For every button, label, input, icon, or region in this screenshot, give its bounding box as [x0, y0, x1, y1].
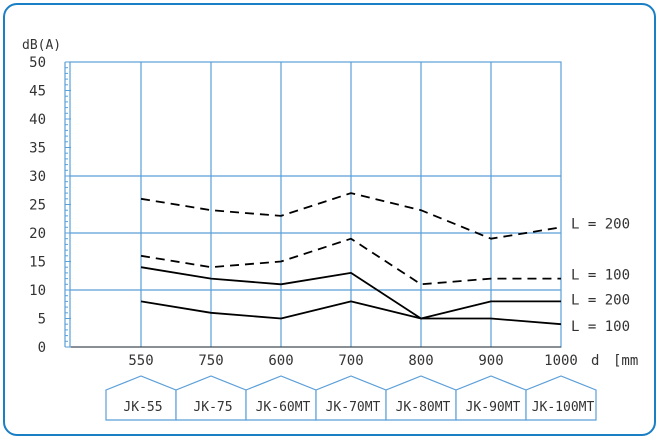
x-tick-label: 1000 [544, 353, 578, 369]
series-label: L = 200 [571, 292, 630, 308]
series-line-3 [140, 266, 561, 320]
y-tick-label: 5 [38, 312, 46, 328]
product-label: JK-70MT [326, 400, 381, 415]
plot-border [69, 61, 562, 348]
grid [64, 61, 562, 348]
x-tick-label: 550 [128, 353, 153, 369]
x-tick-label: 700 [338, 353, 363, 369]
product-label: JK-55 [123, 400, 162, 415]
y-tick-label: 35 [29, 141, 46, 157]
product-tab [315, 375, 387, 421]
x-axis: 550 750 600 700 800 900 1000 [128, 353, 578, 369]
product-tab [385, 375, 457, 421]
chart-frame [3, 3, 656, 436]
y-tick-label: 0 [38, 340, 46, 356]
x-axis-label: d [591, 353, 599, 369]
series-labels: L = 200 L = 100 L = 200 L = 100 [571, 216, 630, 335]
y-tick-label: 30 [29, 169, 46, 185]
series-line-1 [140, 192, 562, 240]
x-axis-unit: [mm [613, 353, 638, 369]
y-tick-label: 45 [29, 84, 46, 100]
y-axis-label: dB(A) [22, 38, 61, 53]
series-label: L = 100 [571, 268, 630, 284]
x-tick-label: 600 [268, 353, 293, 369]
product-label: JK-80MT [396, 400, 451, 415]
series-line-4 [140, 300, 562, 326]
series-label: L = 100 [571, 319, 630, 335]
x-tick-label: 800 [408, 353, 433, 369]
series-line-2 [140, 237, 561, 286]
x-tick-label: 900 [478, 353, 503, 369]
product-label: JK-100MT [532, 400, 595, 415]
product-tab [175, 375, 247, 421]
series-lines [140, 192, 562, 326]
y-tick-label: 10 [29, 283, 46, 299]
y-tick-label: 25 [29, 198, 46, 214]
product-tab [105, 375, 177, 421]
product-tab [245, 375, 317, 421]
y-axis: 0 5 10 15 20 25 30 35 40 45 50 [29, 55, 46, 356]
product-label: JK-90MT [466, 400, 521, 415]
y-tick-label: 40 [29, 112, 46, 128]
y-tick-label: 20 [29, 226, 46, 242]
y-tick-label: 15 [29, 255, 46, 271]
series-label: L = 200 [571, 216, 630, 232]
y-tick-label: 50 [29, 55, 46, 71]
x-tick-label: 750 [198, 353, 223, 369]
product-label: JK-60MT [256, 400, 311, 415]
product-tabs: JK-55 JK-75 JK-60MT JK-70MT JK-80MT JK-90MT JK… [105, 375, 597, 421]
product-tab [455, 375, 527, 421]
product-tab [525, 375, 597, 421]
product-label: JK-75 [193, 400, 232, 415]
